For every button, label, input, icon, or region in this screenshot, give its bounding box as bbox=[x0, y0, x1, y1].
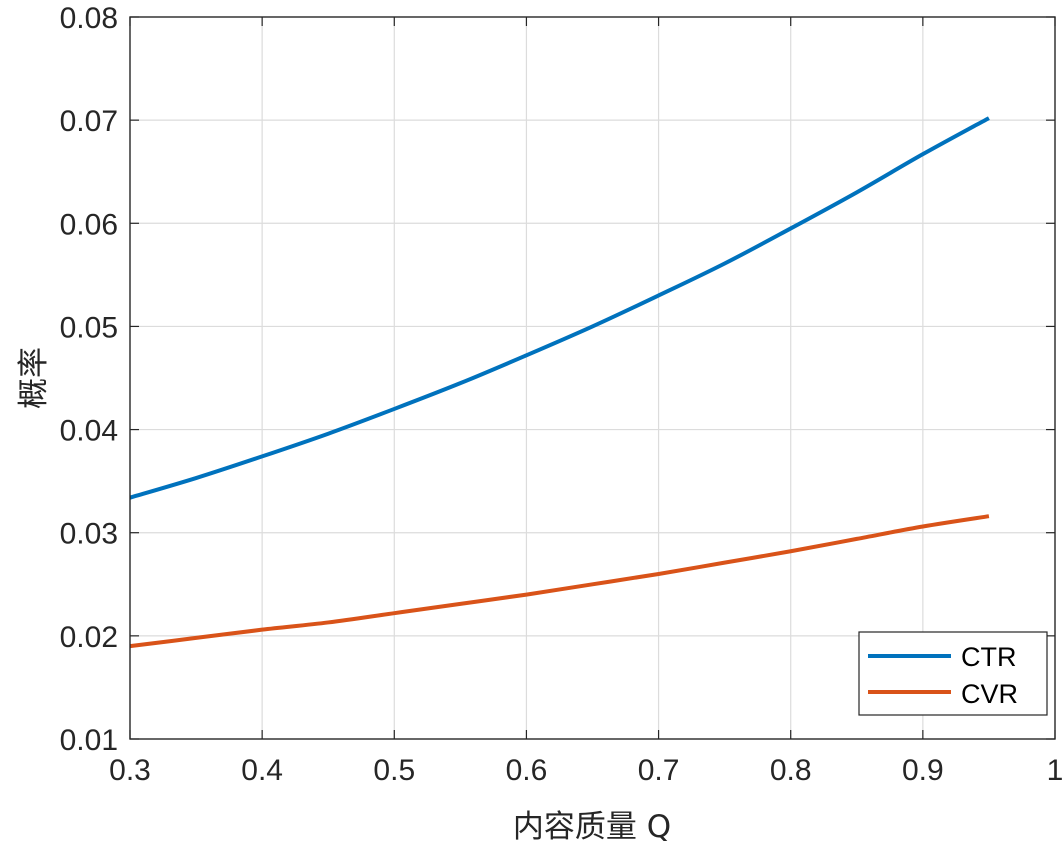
legend-label-ctr: CTR bbox=[961, 642, 1017, 672]
x-tick-label: 0.8 bbox=[770, 754, 812, 787]
legend-box bbox=[858, 631, 1048, 716]
plot-area bbox=[130, 17, 1055, 739]
y-tick-label: 0.03 bbox=[60, 518, 118, 551]
x-tick-label: 1 bbox=[1047, 754, 1063, 787]
legend: CTR CVR bbox=[858, 631, 1048, 716]
series-line-ctr bbox=[129, 116, 990, 500]
x-tick-label: 0.5 bbox=[373, 754, 415, 787]
tick-labels: 0.3 0.4 0.5 0.6 0.7 0.8 0.9 1 0.01 0.02 0.03 0.04 0.… bbox=[60, 2, 1063, 787]
y-tick-label: 0.06 bbox=[60, 208, 118, 241]
y-tick-label: 0.04 bbox=[60, 415, 118, 448]
y-tick-label: 0.05 bbox=[60, 311, 118, 344]
series-group bbox=[129, 116, 990, 649]
y-tick-label: 0.08 bbox=[60, 2, 118, 35]
x-tick-label: 0.4 bbox=[241, 754, 283, 787]
y-axis-label: 概率 bbox=[16, 347, 52, 409]
legend-label-cvr: CVR bbox=[961, 679, 1018, 709]
y-tick-label: 0.07 bbox=[60, 105, 118, 138]
series-line-cvr bbox=[129, 514, 990, 649]
x-tick-label: 0.6 bbox=[506, 754, 548, 787]
x-tick-label: 0.3 bbox=[109, 754, 151, 787]
y-tick-label: 0.01 bbox=[60, 724, 118, 757]
ticks bbox=[129, 16, 1056, 740]
x-tick-label: 0.7 bbox=[638, 754, 680, 787]
x-tick-label: 0.9 bbox=[902, 754, 944, 787]
plot-frame bbox=[129, 16, 1056, 740]
y-tick-label: 0.02 bbox=[60, 621, 118, 654]
x-axis-label: 内容质量 Q bbox=[513, 809, 671, 845]
